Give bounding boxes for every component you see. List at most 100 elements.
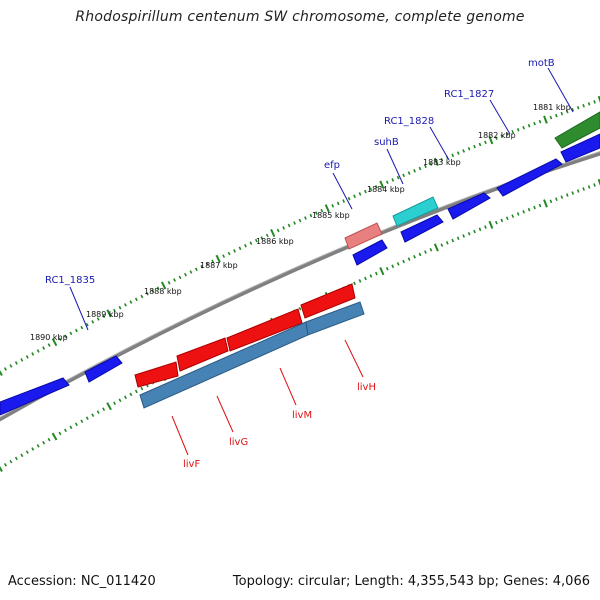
label-RC1_1828[interactable]: RC1_1828 (384, 116, 434, 127)
inner-scale-minor-tick (42, 440, 46, 445)
outer-scale-minor-tick (189, 270, 193, 274)
outer-scale-minor-tick (391, 178, 395, 182)
inner-scale-minor-tick (478, 227, 482, 232)
outer-scale-minor-tick (200, 264, 204, 269)
outer-scale-minor-tick (85, 322, 89, 327)
inner-scale-minor-tick (516, 212, 520, 216)
outer-scale-major-tick (106, 309, 112, 318)
inner-scale-minor-tick (102, 407, 106, 411)
inner-scale-major-tick (597, 178, 600, 186)
outer-scale-minor-tick (451, 153, 455, 158)
outer-scale-minor-tick (336, 201, 340, 206)
label-RC1_1827[interactable]: RC1_1827 (444, 89, 494, 100)
gene-livM[interactable] (226, 308, 303, 352)
leader-livG (216, 395, 234, 433)
outer-scale-minor-tick (102, 314, 106, 318)
inner-scale-minor-tick (385, 266, 389, 271)
outer-scale-major-tick (51, 338, 58, 347)
outer-scale-minor-tick (211, 259, 215, 264)
gene-livG[interactable] (176, 337, 229, 372)
gene-rrna-green[interactable] (554, 111, 600, 149)
gene-blue-1[interactable] (560, 133, 600, 163)
topology-label: Topology: circular; Length: 4,355,543 bp… (232, 574, 590, 589)
outer-scale-minor-tick (63, 334, 67, 339)
gene-blue-3[interactable] (447, 192, 491, 220)
outer-scale-minor-tick (69, 331, 73, 336)
gene-blue-7[interactable] (0, 377, 70, 416)
inner-scale-minor-tick (511, 214, 515, 218)
inner-scale-minor-tick (14, 456, 18, 461)
outer-scale-minor-tick (347, 196, 351, 201)
outer-scale-minor-tick (495, 136, 498, 140)
gene-blue-6[interactable] (84, 355, 123, 383)
gene-blue-5[interactable] (352, 239, 388, 266)
inner-scale-minor-tick (560, 195, 564, 199)
label-livG[interactable]: livG (229, 437, 248, 448)
gene-livH[interactable] (300, 283, 356, 319)
outer-scale-minor-tick (74, 328, 78, 333)
label-RC1_1835[interactable]: RC1_1835 (45, 275, 95, 286)
operon-steelblue-b[interactable] (305, 301, 365, 336)
outer-scale-minor-tick (134, 297, 138, 302)
label-livF[interactable]: livF (183, 459, 200, 470)
outer-scale-minor-tick (500, 134, 504, 138)
gene-blue-2[interactable] (496, 158, 563, 197)
gene-blue-4[interactable] (400, 214, 444, 243)
scale-label-1885: 1885 kbp (312, 211, 350, 220)
outer-scale-minor-tick (314, 211, 318, 215)
inner-scale-minor-tick (593, 183, 596, 187)
leader-RC1_1835 (69, 286, 89, 331)
outer-scale-major-tick (270, 228, 276, 238)
outer-scale-minor-tick (3, 367, 7, 371)
outer-scale-minor-tick (287, 223, 291, 228)
outer-scale-minor-tick (260, 236, 264, 240)
accession-label: Accession: NC_011420 (8, 574, 156, 589)
label-suhB[interactable]: suhB (374, 137, 399, 148)
scale-label-1882: 1882 kbp (478, 131, 516, 140)
outer-scale-minor-tick (9, 364, 13, 368)
outer-scale-minor-tick (265, 233, 269, 238)
inner-scale-major-tick (106, 402, 112, 411)
label-livM[interactable]: livM (292, 410, 312, 421)
inner-scale-minor-tick (123, 395, 127, 400)
inner-scale-minor-tick (118, 398, 122, 403)
outer-scale-minor-tick (238, 246, 242, 251)
inner-scale-minor-tick (134, 389, 138, 394)
outer-scale-minor-tick (298, 218, 302, 223)
outer-scale-minor-tick (276, 228, 280, 233)
outer-scale-minor-tick (58, 337, 62, 342)
outer-scale-minor-tick (424, 164, 427, 169)
gene-livF[interactable] (134, 361, 179, 388)
scale-label-1887: 1887 kbp (200, 261, 238, 270)
inner-scale-minor-tick (407, 257, 411, 261)
outer-scale-minor-tick (478, 142, 482, 147)
inner-scale-minor-tick (582, 187, 585, 191)
outer-scale-minor-tick (222, 254, 226, 258)
inner-scale-minor-tick (456, 236, 460, 241)
inner-scale-minor-tick (80, 419, 84, 424)
outer-scale-minor-tick (233, 249, 236, 253)
inner-scale-minor-tick (85, 416, 89, 421)
outer-scale-minor-tick (511, 130, 515, 134)
label-motB[interactable]: motB (528, 58, 555, 69)
outer-scale-minor-tick (560, 111, 564, 116)
inner-scale-minor-tick (374, 271, 378, 276)
inner-scale-minor-tick (129, 392, 133, 397)
outer-scale-minor-tick (42, 346, 46, 350)
inner-scale-minor-tick (533, 205, 536, 210)
outer-scale-major-tick (215, 254, 221, 263)
inner-scale-major-tick (0, 466, 3, 472)
gene-pink[interactable] (344, 222, 383, 250)
leader-livH (344, 339, 364, 378)
inner-scale-minor-tick (391, 264, 395, 269)
outer-scale-minor-tick (25, 355, 29, 359)
label-livH[interactable]: livH (357, 382, 376, 393)
outer-scale-minor-tick (282, 226, 286, 230)
label-efp[interactable]: efp (324, 160, 340, 171)
leader-suhB (386, 148, 404, 185)
inner-scale-minor-tick (74, 422, 78, 427)
inner-scale-minor-tick (396, 262, 400, 266)
outer-scale-minor-tick (555, 113, 558, 118)
gene-cyan[interactable] (392, 196, 439, 227)
